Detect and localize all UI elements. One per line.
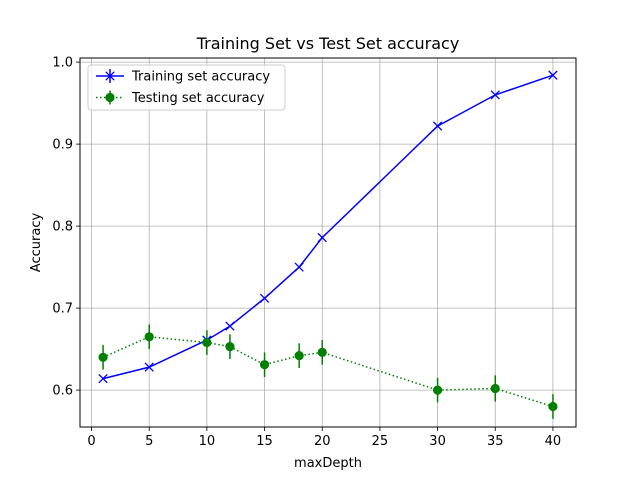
data-point xyxy=(202,337,212,348)
y-tick-label: 0.7 xyxy=(52,302,73,317)
x-marker xyxy=(98,373,108,384)
data-point xyxy=(548,401,558,412)
data-point xyxy=(225,342,235,352)
y-axis-label: Accuracy xyxy=(29,213,44,273)
data-point xyxy=(98,352,108,362)
x-tick-label: 30 xyxy=(429,434,446,449)
x-marker xyxy=(548,70,558,80)
x-tick-label: 40 xyxy=(545,434,562,449)
x-axis-label: maxDepth xyxy=(294,456,362,471)
series-testing xyxy=(98,324,558,419)
x-tick-label: 35 xyxy=(487,434,504,449)
data-point xyxy=(294,351,304,361)
series-layer xyxy=(98,70,558,419)
x-marker xyxy=(144,362,154,372)
legend: Training set accuracy Testing set accurac… xyxy=(87,64,286,111)
plot-frame xyxy=(79,57,577,428)
legend-marker xyxy=(105,92,115,103)
legend-label: Training set accuracy xyxy=(131,70,270,85)
x-marker xyxy=(432,121,443,131)
y-tick-label: 1.0 xyxy=(52,56,73,71)
x-tick-label: 10 xyxy=(199,434,216,449)
y-tick-label: 0.6 xyxy=(52,384,73,399)
x-tick-label: 0 xyxy=(87,434,95,449)
legend-label: Testing set accuracy xyxy=(131,91,265,106)
data-point xyxy=(259,360,270,370)
y-tick-label: 0.9 xyxy=(52,138,73,153)
series-line xyxy=(102,74,554,380)
series-line xyxy=(102,336,554,408)
data-point xyxy=(317,347,327,357)
data-point xyxy=(490,383,500,394)
x-tick-label: 25 xyxy=(372,434,389,449)
ticks: 0 5 10 15 20 25 30 35 40 0.6 0.7 0.8 0.9 1.0 xyxy=(52,56,561,449)
legend-entry: Training set accuracy xyxy=(96,69,270,85)
y-tick-label: 0.8 xyxy=(52,220,73,235)
x-marker xyxy=(105,71,115,81)
x-tick-label: 5 xyxy=(145,434,153,449)
x-marker xyxy=(490,90,500,100)
x-tick-label: 20 xyxy=(314,434,331,449)
data-point xyxy=(144,332,154,342)
x-marker xyxy=(294,262,304,272)
data-point xyxy=(432,385,443,395)
legend-entry: Testing set accuracy xyxy=(96,90,265,106)
x-marker xyxy=(317,232,327,243)
x-marker xyxy=(225,321,235,331)
x-marker xyxy=(259,293,270,303)
x-tick-label: 15 xyxy=(256,434,273,449)
legend-box xyxy=(87,64,286,111)
chart-title: Training Set vs Test Set accuracy xyxy=(196,34,460,53)
